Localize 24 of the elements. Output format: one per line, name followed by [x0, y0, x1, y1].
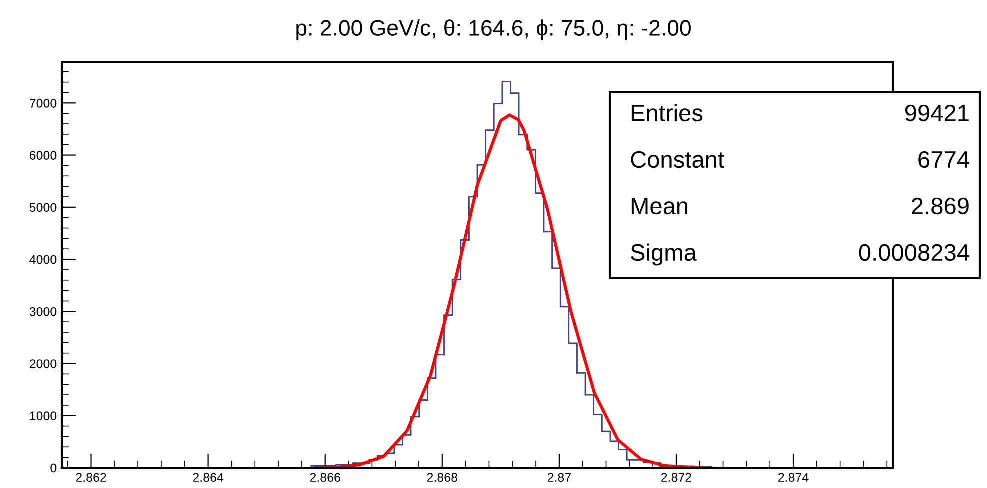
x-tick-label: 2.864: [193, 473, 224, 482]
annotation: Sigma: [631, 244, 697, 266]
annotation: 0.0008234: [859, 244, 970, 262]
y-tick-label: 3000: [30, 307, 57, 316]
y-tick-label: 0: [50, 464, 57, 473]
text: 6774: [918, 151, 970, 168]
annotation: Constant: [631, 151, 724, 168]
chart-title: p: 2.00 GeV/c, θ: 164.6, ϕ: 75.0, η: -2.00: [296, 20, 691, 40]
x-tick-label: 2.872: [661, 473, 692, 482]
y-tick-label: 4000: [30, 255, 57, 264]
x-tick-label: 2.868: [427, 473, 458, 482]
y-tick-label: 5000: [30, 203, 57, 212]
x-tick-label: 2.87: [548, 473, 571, 482]
y-tick-label: 2000: [30, 360, 57, 368]
y-tick-label: 7000: [30, 98, 57, 108]
x-tick-label: 2.874: [778, 473, 809, 482]
text: 2.869: [912, 198, 969, 215]
annotation: Mean: [632, 198, 688, 215]
y-tick-label: 1000: [30, 412, 57, 421]
text: 99421: [905, 104, 969, 122]
x-tick-label: 2.866: [310, 473, 340, 482]
annotation: Entries: [632, 104, 703, 122]
y-tick-label: 6000: [30, 151, 57, 160]
x-tick-label: 2.862: [76, 473, 106, 482]
